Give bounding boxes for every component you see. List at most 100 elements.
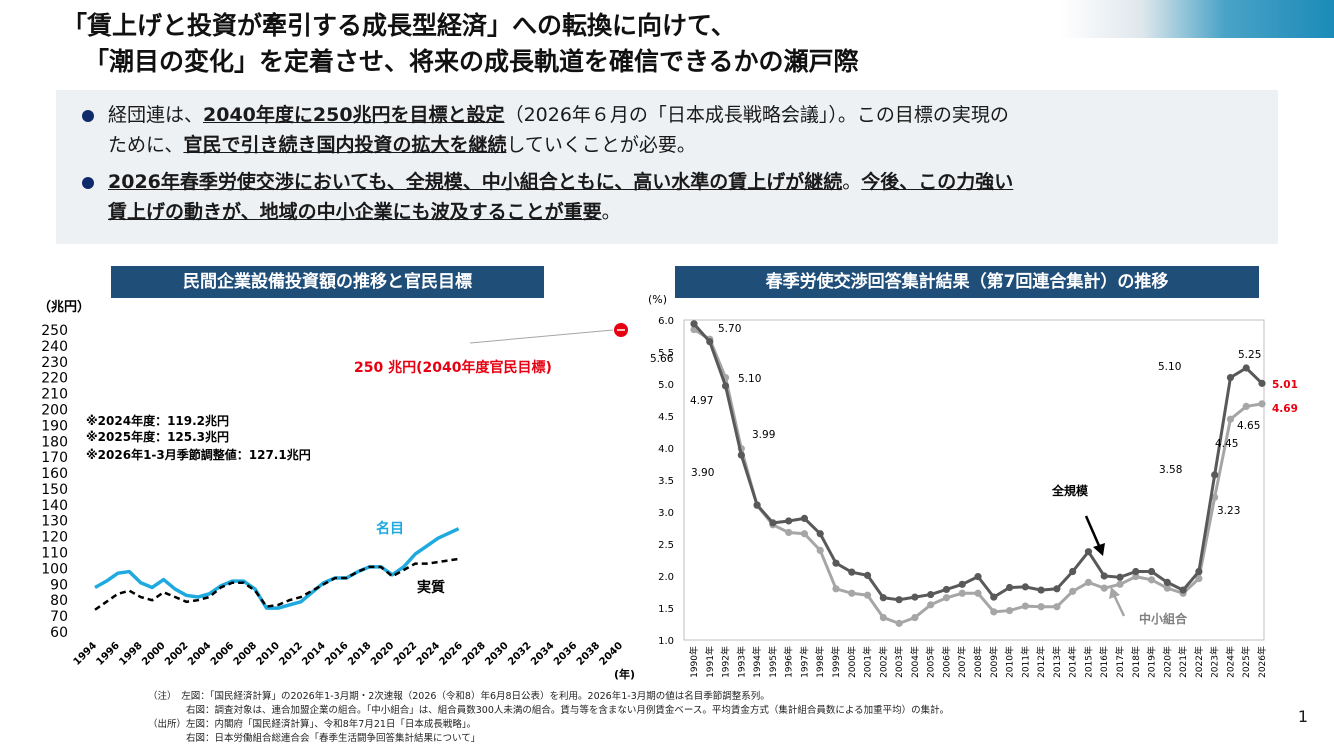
left-x-tick-label: 2016 (323, 640, 350, 667)
annotation-2026q1: ※2026年1-3月季節調整値：127.1兆円 (86, 447, 311, 462)
right-y-tick-label: 5.5 (658, 348, 674, 359)
small-union-series-point (879, 614, 887, 622)
small-union-series-point (1021, 602, 1029, 610)
small-union-series-point (974, 589, 982, 597)
arrow-small (1112, 594, 1126, 617)
note-2: 右図：調査対象は、連合加盟企業の組合。「中小組合」は、組合員数300人未満の組合… (148, 705, 950, 716)
annotation-2024: ※2024年度：119.2兆円 (86, 413, 229, 428)
footnotes: （注） 左図：「国民経済計算」の2026年1-3月期・2次速報（2026（令和8… (148, 690, 949, 746)
left-x-tick-label: 2030 (483, 640, 510, 667)
bullet-dot-1 (82, 110, 94, 122)
left-y-tick-label: 80 (50, 593, 68, 609)
right-y-tick-label: 3.0 (658, 508, 674, 519)
left-y-axis-label: （兆円） (38, 299, 90, 315)
right-x-tick-label: 2026年 (1256, 646, 1268, 678)
bullet-1-text-a: 経団連は、 (108, 104, 204, 126)
right-y-axis-label: (%) (648, 293, 667, 306)
small-union-series-point (1226, 415, 1235, 423)
bullet-2-line-1: 2026年春季労使交渉においても、全規模、中小組合ともに、高い水準の賃上げが継続… (108, 167, 1013, 197)
right-x-tick-label: 2008年 (972, 646, 984, 678)
small-union-series-point (1037, 603, 1045, 611)
right-x-tick-label: 2013年 (1051, 646, 1063, 678)
left-y-tick-label: 160 (41, 466, 68, 482)
right-x-tick-label: 2025年 (1240, 646, 1252, 678)
left-y-tick-label: 60 (50, 625, 68, 641)
small-union-series-point (785, 528, 793, 537)
right-y-tick-label: 4.5 (658, 412, 674, 423)
bullet-1-emphasis-investment: 官民で引き続き国内投資の拡大を継続 (183, 134, 507, 156)
right-x-tick-label: 2020年 (1161, 646, 1173, 678)
series-label-all: 全規模 (1051, 483, 1089, 498)
small-union-series-point (1147, 576, 1156, 584)
left-y-tick-label: 120 (41, 530, 68, 546)
title-line-2: 「潮目の変化」を定着させ、将来の成長軌道を確信できるかの瀬戸際 (84, 47, 859, 76)
all-scale-series-point (911, 593, 919, 601)
all-scale-series-point (927, 590, 935, 599)
right-x-tick-label: 1995年 (767, 646, 779, 678)
right-x-tick-label: 1999年 (830, 646, 842, 678)
all-scale-series-point (990, 593, 998, 601)
all-scale-series-point (1226, 374, 1235, 382)
right-y-tick-label: 4.0 (658, 444, 674, 455)
series-label-nominal: 名目 (376, 520, 404, 537)
series-label-real: 実質 (417, 579, 445, 596)
right-x-tick-label: 2015年 (1082, 646, 1094, 678)
right-y-tick-label: 2.0 (658, 572, 674, 583)
right-x-tick-label: 2006年 (940, 646, 952, 678)
small-union-series-point (1100, 584, 1108, 592)
right-x-tick-label: 2016年 (1098, 646, 1110, 678)
right-y-tick-label: 5.0 (658, 380, 674, 391)
left-x-tick-label: 2010 (255, 640, 282, 667)
data-label: 5.01 (1272, 379, 1298, 391)
page-title: 「賃上げと投資が牽引する成長型経済」への転換に向けて、 「潮目の変化」を定着させ… (62, 8, 859, 80)
all-scale-series-point (848, 568, 856, 576)
right-x-tick-label: 2018年 (1130, 646, 1142, 678)
small-union-series-point (816, 546, 824, 554)
right-x-tick-label: 1991年 (704, 646, 716, 678)
left-y-tick-label: 190 (41, 418, 68, 434)
all-scale-series-point (1211, 471, 1219, 479)
page-number: 1 (1297, 707, 1308, 726)
right-x-tick-label: 1993年 (735, 646, 747, 678)
all-scale-series-point (974, 573, 982, 581)
note-3: （出所）左図：内閣府「国民経済計算」、令和8年7月21日「日本成長戦略」。 (148, 719, 477, 730)
left-y-tick-label: 150 (41, 482, 68, 498)
left-y-tick-label: 220 (41, 371, 68, 387)
left-x-tick-label: 2022 (392, 640, 419, 667)
all-scale-series-point (800, 514, 809, 522)
small-union-series-point (990, 608, 998, 616)
small-union-series-point (911, 614, 919, 622)
all-scale-series-point (942, 585, 951, 594)
small-union-series-point (800, 530, 809, 538)
small-union-series-point (1211, 493, 1219, 501)
left-x-tick-label: 2008 (232, 640, 259, 667)
title-line-1: 「賃上げと投資が牽引する成長型経済」への転換に向けて、 (62, 11, 736, 40)
right-x-tick-label: 2007年 (956, 646, 968, 678)
left-x-tick-label: 2036 (552, 640, 579, 667)
bullet-1-line-2: ために、官民で引き続き国内投資の拡大を継続していくことが必要。 (108, 130, 696, 160)
right-x-tick-label: 2023年 (1209, 646, 1221, 678)
real-series-line (94, 557, 459, 611)
bullet-dot-2 (82, 177, 94, 189)
left-y-tick-label: 90 (50, 577, 68, 593)
left-y-tick-label: 100 (41, 561, 68, 577)
small-union-series-point (958, 589, 966, 597)
right-x-tick-label: 2022年 (1193, 646, 1205, 678)
left-x-tick-label: 1994 (72, 640, 99, 667)
all-scale-series-point (1037, 586, 1045, 594)
all-scale-series-point (1163, 578, 1171, 586)
left-y-tick-label: 140 (41, 498, 68, 514)
left-y-tick-label: 180 (41, 434, 68, 450)
all-scale-series-point (1053, 585, 1061, 593)
left-y-tick-label: 200 (41, 402, 68, 418)
right-y-tick-label: 3.5 (658, 476, 674, 487)
small-union-series-point (1053, 603, 1061, 611)
bullet-1-text-f: していくことが必要。 (506, 134, 696, 156)
right-y-tick-label: 1.0 (658, 636, 674, 647)
small-union-series-point (1084, 578, 1093, 586)
small-union-series-point (832, 585, 840, 593)
left-x-tick-label: 2002 (163, 640, 190, 667)
all-scale-series-point (1084, 548, 1093, 556)
left-x-tick-label: 2038 (575, 640, 602, 667)
bullet-2-line-2: 賃上げの動きが、地域の中小企業にも波及することが重要。 (108, 197, 621, 227)
